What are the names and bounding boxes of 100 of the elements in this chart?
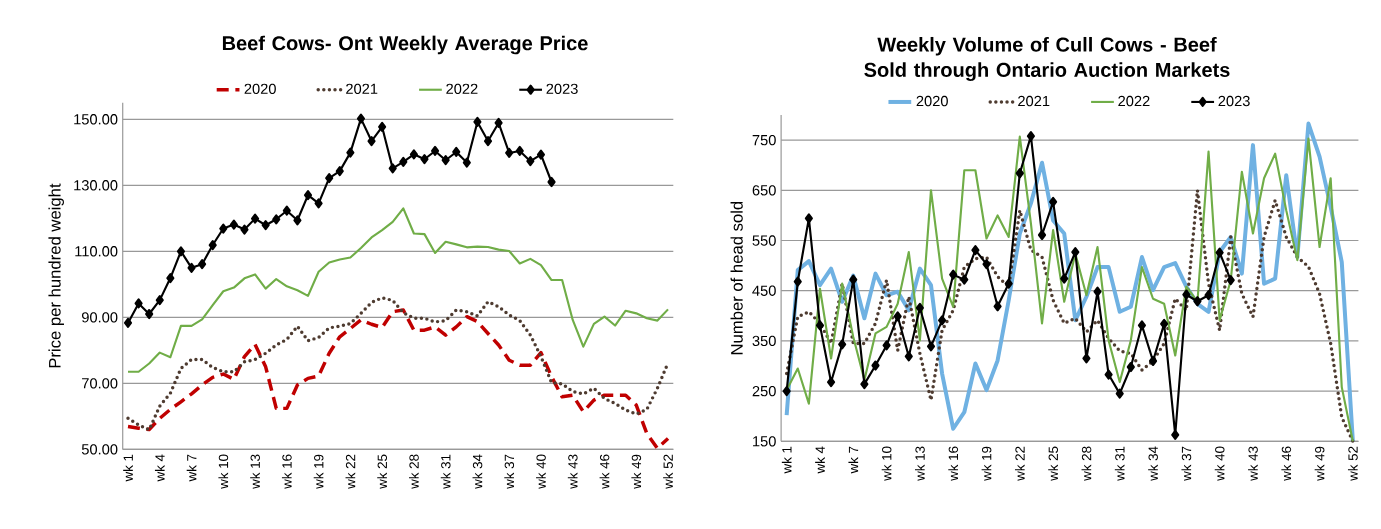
- x-tick-label: wk 28: [409, 454, 419, 489]
- x-tick-label: wk 10: [881, 446, 892, 481]
- point: [452, 146, 461, 158]
- x-tick-label: wk 37: [1181, 446, 1192, 481]
- x-tick-label: wk 10: [218, 454, 229, 489]
- chart-title: Weekly Volume of Cull Cows - Beef Sold through Ontario Auction Markets: [864, 36, 1230, 82]
- point: [1060, 273, 1069, 284]
- point: [893, 311, 902, 322]
- x-tick-label: wk 13: [250, 454, 260, 489]
- point: [982, 259, 991, 270]
- x-tick-label: wk 7: [848, 446, 859, 474]
- y-tick-label: 110.00: [75, 246, 118, 257]
- point: [346, 147, 355, 158]
- point: [229, 219, 238, 230]
- point: [793, 276, 802, 287]
- point: [367, 136, 376, 147]
- point: [166, 272, 175, 284]
- point: [123, 317, 133, 328]
- y-tick-label: 450: [752, 285, 776, 296]
- x-tick-label: wk 28: [1081, 446, 1092, 481]
- line-series: [126, 296, 670, 432]
- y-tick-label: 150: [753, 436, 776, 447]
- point: [782, 386, 791, 397]
- point: [536, 149, 546, 160]
- point: [926, 341, 936, 352]
- x-tick-label: wk 46: [599, 454, 610, 489]
- legend-label: 2022: [1118, 95, 1150, 107]
- x-tick-label: wk 19: [313, 454, 324, 489]
- point: [804, 213, 813, 224]
- point: [815, 320, 825, 331]
- point: [1004, 278, 1013, 289]
- x-tick-label: wk 46: [1281, 446, 1292, 481]
- point: [325, 172, 334, 184]
- point: [1037, 229, 1047, 241]
- point: [882, 340, 891, 351]
- point: [547, 176, 556, 188]
- point: [849, 274, 858, 285]
- x-tick-label: wk 16: [948, 446, 959, 481]
- y-tick-label: 90.00: [81, 312, 118, 323]
- point: [356, 113, 366, 124]
- point: [1215, 247, 1224, 258]
- x-tick-label: wk 31: [1114, 446, 1125, 481]
- x-tick-label: wk 16: [281, 454, 292, 489]
- point: [293, 215, 302, 226]
- x-tick-label: wk 25: [1048, 446, 1059, 481]
- x-tick-label: wk 22: [345, 454, 356, 489]
- point: [1026, 131, 1035, 142]
- point: [1082, 353, 1091, 364]
- x-tick-label: wk 34: [472, 454, 483, 489]
- x-tick-label: wk 4: [815, 446, 825, 474]
- x-tick-label: wk 1: [781, 446, 792, 474]
- point: [904, 351, 913, 362]
- point: [240, 224, 249, 235]
- point: [1148, 355, 1158, 367]
- point: [1093, 286, 1102, 297]
- y-tick-label: 750: [752, 134, 776, 146]
- point: [526, 156, 535, 167]
- y-tick-label: 50.00: [81, 444, 118, 455]
- x-tick-label: wk 31: [440, 454, 451, 489]
- point: [1071, 246, 1080, 258]
- point: [378, 121, 387, 132]
- point: [145, 308, 154, 320]
- legend-label: 2021: [1018, 95, 1050, 107]
- point: [915, 302, 924, 313]
- y-tick-label: 70.00: [82, 378, 118, 389]
- y-tick-label: 350: [752, 335, 776, 347]
- point: [1104, 369, 1113, 380]
- line-series: [784, 188, 1355, 444]
- legend-label: 2020: [916, 95, 948, 107]
- point: [399, 156, 408, 167]
- point: [993, 301, 1002, 312]
- y-axis-title: Number of head sold: [730, 201, 743, 355]
- legend-label: 2020: [244, 83, 276, 95]
- point: [483, 136, 493, 147]
- x-tick-label: wk 43: [1248, 446, 1258, 481]
- point: [176, 246, 186, 257]
- x-tick-label: wk 34: [1148, 446, 1158, 481]
- legend-label: 2021: [346, 83, 378, 95]
- point: [208, 239, 217, 251]
- point: [1126, 361, 1135, 373]
- x-tick-label: wk 49: [631, 454, 642, 489]
- x-tick-label: wk 49: [1314, 446, 1325, 481]
- point: [494, 117, 503, 128]
- x-tick-label: wk 7: [186, 454, 197, 482]
- point: [1049, 196, 1058, 207]
- line-series: [126, 207, 670, 373]
- point: [971, 244, 980, 256]
- point: [473, 116, 482, 128]
- y-tick-label: 550: [752, 235, 776, 246]
- point: [282, 205, 291, 216]
- x-tick-label: wk 22: [1014, 446, 1025, 481]
- x-tick-label: wk 40: [1214, 446, 1225, 481]
- x-tick-label: wk 40: [536, 454, 546, 489]
- legend-label: 2022: [446, 83, 478, 95]
- point: [1160, 318, 1169, 329]
- point: [871, 360, 880, 371]
- point: [409, 149, 418, 160]
- legend-label: 2023: [546, 83, 578, 95]
- y-axis-title: Price per hundred weight: [48, 183, 64, 368]
- y-tick-label: 130.00: [74, 180, 118, 191]
